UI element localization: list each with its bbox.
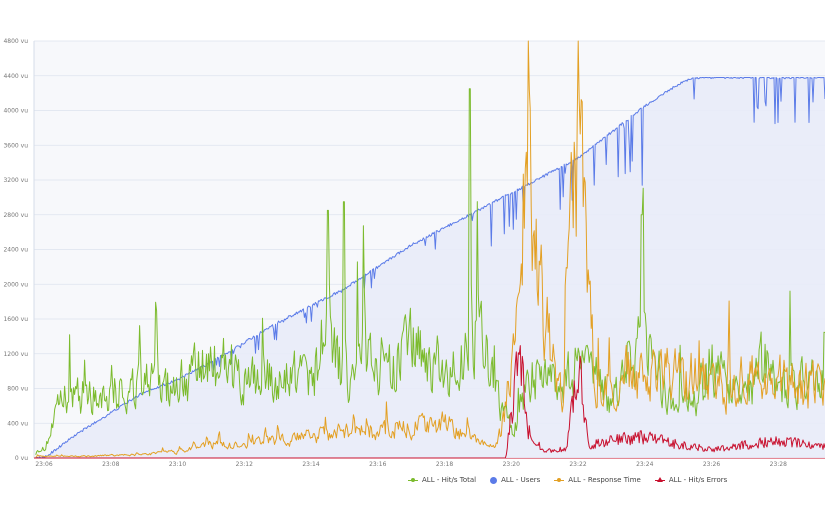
y-tick-label: 3600 vu bbox=[3, 142, 28, 149]
y-tick-label: 2800 vu bbox=[3, 212, 28, 219]
x-tick-label: 23:06 bbox=[35, 461, 52, 468]
x-tick-label: 23:24 bbox=[636, 461, 653, 468]
series-layer bbox=[35, 40, 825, 459]
x-tick-label: 23:22 bbox=[569, 461, 586, 468]
y-tick-label: 4000 vu bbox=[3, 108, 28, 115]
line-dot-icon bbox=[408, 477, 418, 483]
y-tick-label: 2400 vu bbox=[3, 247, 28, 254]
y-tick-label: 1200 vu bbox=[3, 351, 28, 358]
y-axis: 0 vu 400 vu 800 vu 1200 vu 1600 vu 2000 vu 240… bbox=[3, 38, 28, 462]
series-line bbox=[35, 345, 825, 459]
legend: ALL - Hit/s Total ALL - Users ALL - Resp… bbox=[408, 476, 727, 484]
x-tick-label: 23:14 bbox=[302, 461, 319, 468]
x-tick-label: 23:18 bbox=[436, 461, 453, 468]
legend-label: ALL - Hit/s Errors bbox=[668, 476, 728, 484]
y-tick-label: 1600 vu bbox=[3, 316, 28, 323]
series-line bbox=[35, 88, 825, 455]
y-tick-label: 800 vu bbox=[7, 386, 28, 393]
legend-label: ALL - Users bbox=[501, 476, 541, 484]
y-tick-label: 4800 vu bbox=[3, 38, 28, 45]
x-axis: 23:06 23:08 23:10 23:12 23:14 23:16 23:18 23:20… bbox=[35, 461, 787, 468]
x-tick-label: 23:28 bbox=[770, 461, 787, 468]
x-tick-label: 23:26 bbox=[703, 461, 720, 468]
legend-item-hits-errors[interactable]: ALL - Hit/s Errors bbox=[654, 476, 728, 484]
y-tick-label: 3200 vu bbox=[3, 177, 28, 184]
line-chart: 0 vu 400 vu 800 vu 1200 vu 1600 vu 2000 vu 240… bbox=[3, 38, 825, 468]
legend-label: ALL - Hit/s Total bbox=[422, 476, 477, 484]
y-tick-label: 2000 vu bbox=[3, 281, 28, 288]
x-tick-label: 23:20 bbox=[503, 461, 520, 468]
series-line bbox=[35, 40, 825, 458]
x-tick-label: 23:12 bbox=[236, 461, 253, 468]
x-tick-label: 23:08 bbox=[102, 461, 119, 468]
x-tick-label: 23:10 bbox=[169, 461, 186, 468]
triangle-icon bbox=[654, 477, 665, 483]
circle-icon bbox=[490, 477, 498, 484]
legend-item-users[interactable]: ALL - Users bbox=[490, 476, 540, 484]
legend-label: ALL - Response Time bbox=[568, 476, 641, 484]
legend-item-response-time[interactable]: ALL - Response Time bbox=[554, 476, 641, 484]
y-tick-label: 4400 vu bbox=[3, 73, 28, 80]
y-tick-label: 400 vu bbox=[7, 420, 28, 427]
line-dot-icon bbox=[554, 477, 565, 483]
x-tick-label: 23:16 bbox=[369, 461, 386, 468]
y-tick-label: 0 vu bbox=[15, 455, 28, 462]
legend-item-hits-total[interactable]: ALL - Hit/s Total bbox=[408, 476, 476, 484]
